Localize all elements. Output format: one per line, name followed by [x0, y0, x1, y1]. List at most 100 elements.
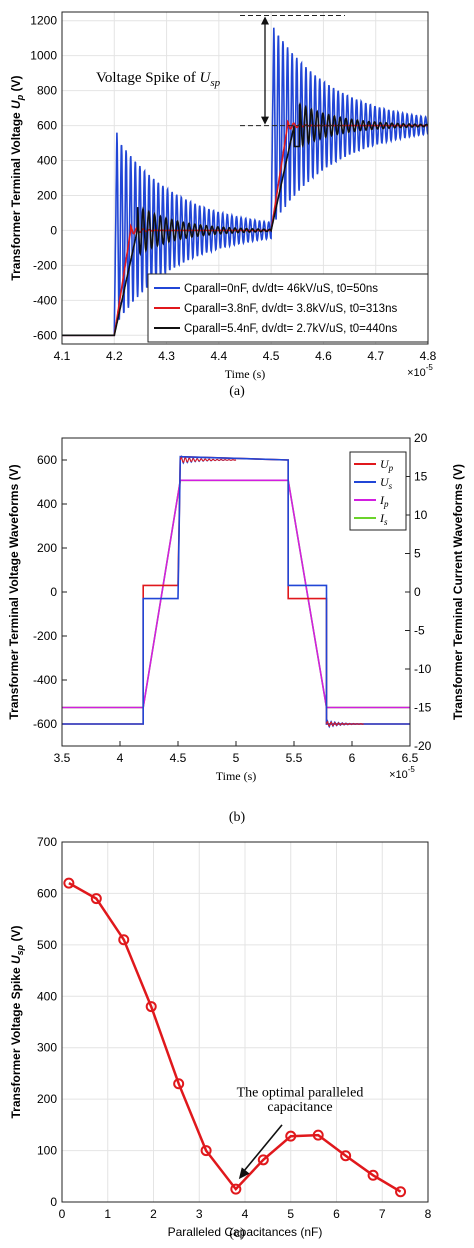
y-tick-label: 700 [37, 836, 57, 849]
data-point-6 [200, 1145, 212, 1157]
legend-entry-3: Ip [379, 493, 389, 509]
y-tick-label: -400 [33, 293, 57, 307]
y-tick-label: 400 [37, 989, 57, 1003]
y-tick-label: -600 [33, 717, 57, 731]
x-tick-label: 4.5 [170, 751, 187, 765]
y2-tick-label: 5 [414, 547, 421, 561]
axes-frame [61, 11, 429, 345]
x-tick-label: 4.8 [420, 349, 437, 363]
caption-a: (a) [229, 384, 245, 399]
data-point-9 [285, 1130, 297, 1142]
legend-box [147, 273, 429, 343]
caption-c: (c) [229, 1226, 245, 1241]
y2-tick-label: -15 [414, 701, 432, 715]
series-line [68, 882, 402, 1193]
y-tick-label: -400 [33, 673, 57, 687]
legend-entry-1: Up [380, 457, 394, 473]
y-tick-label: 800 [37, 84, 57, 98]
annotation-line-2: capacitance [267, 1100, 332, 1115]
y2-tick-label: -10 [414, 662, 432, 676]
y-axis-label: Transformer Terminal Voltage Waveforms (… [7, 464, 21, 719]
data-point-12 [367, 1169, 379, 1181]
y-tick-label: 100 [37, 1144, 57, 1158]
annotation-line-1: The optimal paralleled [237, 1086, 364, 1101]
y-tick-label: 200 [37, 188, 57, 202]
y-tick-label: -200 [33, 258, 57, 272]
x-tick-label: 7 [379, 1207, 386, 1221]
y-tick-label: 600 [37, 453, 57, 467]
data-point-3 [118, 934, 130, 946]
legend-entry-3: Cparall=5.4nF, dv/dt= 2.7kV/uS, t0=440ns [184, 323, 397, 335]
caption-b: (b) [228, 810, 246, 825]
legend-entry-1: Cparall=0nF, dv/dt= 46kV/uS, t0=50ns [184, 283, 378, 295]
data-point-13 [395, 1186, 407, 1198]
x-tick-label: 4.5 [263, 349, 280, 363]
y-tick-label: 0 [50, 1195, 57, 1209]
data-point-4 [145, 1001, 157, 1013]
y-tick-label: -200 [33, 629, 57, 643]
data-point-7 [230, 1183, 242, 1195]
y-tick-label: 0 [50, 585, 57, 599]
legend-entry-2: Us [380, 475, 393, 491]
axes-frame [61, 841, 429, 1203]
y-tick-label: 200 [37, 541, 57, 555]
ripple [326, 720, 364, 728]
chart-c: 0 1 2 3 4 5 6 7 8 0 100 200 300 400 500 600 700 Parallele… [9, 836, 432, 1239]
axes-frame [61, 437, 411, 747]
ripple [179, 456, 237, 464]
y2-tick-label: 15 [414, 470, 428, 484]
x-tick-label: 4.3 [158, 349, 175, 363]
annotation-arrow-down [261, 116, 269, 125]
chart-a: 4.1 4.2 4.3 4.4 4.5 4.6 4.7 4.8 -600 -400 -200 0 200… [9, 11, 437, 381]
x-axis-label: Time (s) [225, 367, 266, 381]
y-tick-label: 1200 [30, 14, 57, 28]
x-tick-label: 0 [59, 1207, 66, 1221]
x-tick-label: 3 [196, 1207, 203, 1221]
chart-b: 3.5 4 4.5 5 5.5 6 6.5-600-400-2000200400600-20… [7, 431, 465, 783]
y2-tick-label: 0 [414, 585, 421, 599]
series-line-Ip [62, 479, 410, 709]
data-point-2 [90, 893, 102, 905]
y2-tick-label: 10 [414, 508, 428, 522]
annotation-arrow-head [238, 1167, 250, 1180]
y-tick-label: 0 [50, 223, 57, 237]
y-tick-label: 400 [37, 154, 57, 168]
x-tick-label: 8 [425, 1207, 432, 1221]
y-tick-label: 400 [37, 497, 57, 511]
x-tick-label: 5.5 [286, 751, 303, 765]
y-tick-label: 1000 [30, 49, 57, 63]
x-tick-label: 3.5 [54, 751, 71, 765]
x-tick-label: 4.6 [315, 349, 332, 363]
x-tick-label: 1 [104, 1207, 111, 1221]
series-line-3 [62, 102, 429, 337]
y-tick-label: 500 [37, 938, 57, 952]
y-tick-label: 600 [37, 886, 57, 900]
y-tick-label: 300 [37, 1041, 57, 1055]
x-axis-label: Time (s) [216, 769, 257, 783]
y2-tick-label: -20 [414, 739, 432, 753]
y2-tick-label: -5 [414, 624, 425, 638]
x-axis-label: Paralleled Capacitances (nF) [168, 1225, 323, 1239]
y2-axis-label: Transformer Terminal Current Waveforms (… [451, 464, 465, 720]
data-point-5 [173, 1078, 185, 1090]
x-multiplier: ×10-5 [389, 765, 415, 781]
x-tick-label: 6.5 [402, 751, 419, 765]
x-tick-label: 4.4 [211, 349, 228, 363]
series-line-Us [62, 455, 410, 725]
y-axis-label: Transformer Terminal Voltage Up (V) [9, 75, 25, 280]
y-axis-label: Transformer Voltage Spike Usp (V) [9, 925, 25, 1118]
x-tick-label: 6 [349, 751, 356, 765]
x-tick-label: 4.7 [367, 349, 384, 363]
data-point-8 [257, 1154, 269, 1166]
x-tick-label: 4 [242, 1207, 249, 1221]
data-point-1 [63, 877, 75, 889]
y-tick-label: 200 [37, 1092, 57, 1106]
x-multiplier: ×10-5 [407, 363, 433, 379]
y2-tick-label: 20 [414, 431, 428, 445]
x-tick-label: 4.1 [54, 349, 71, 363]
x-tick-label: 2 [150, 1207, 157, 1221]
y-tick-label: 600 [37, 119, 57, 133]
x-tick-label: 5 [287, 1207, 294, 1221]
x-tick-label: 4.2 [106, 349, 123, 363]
